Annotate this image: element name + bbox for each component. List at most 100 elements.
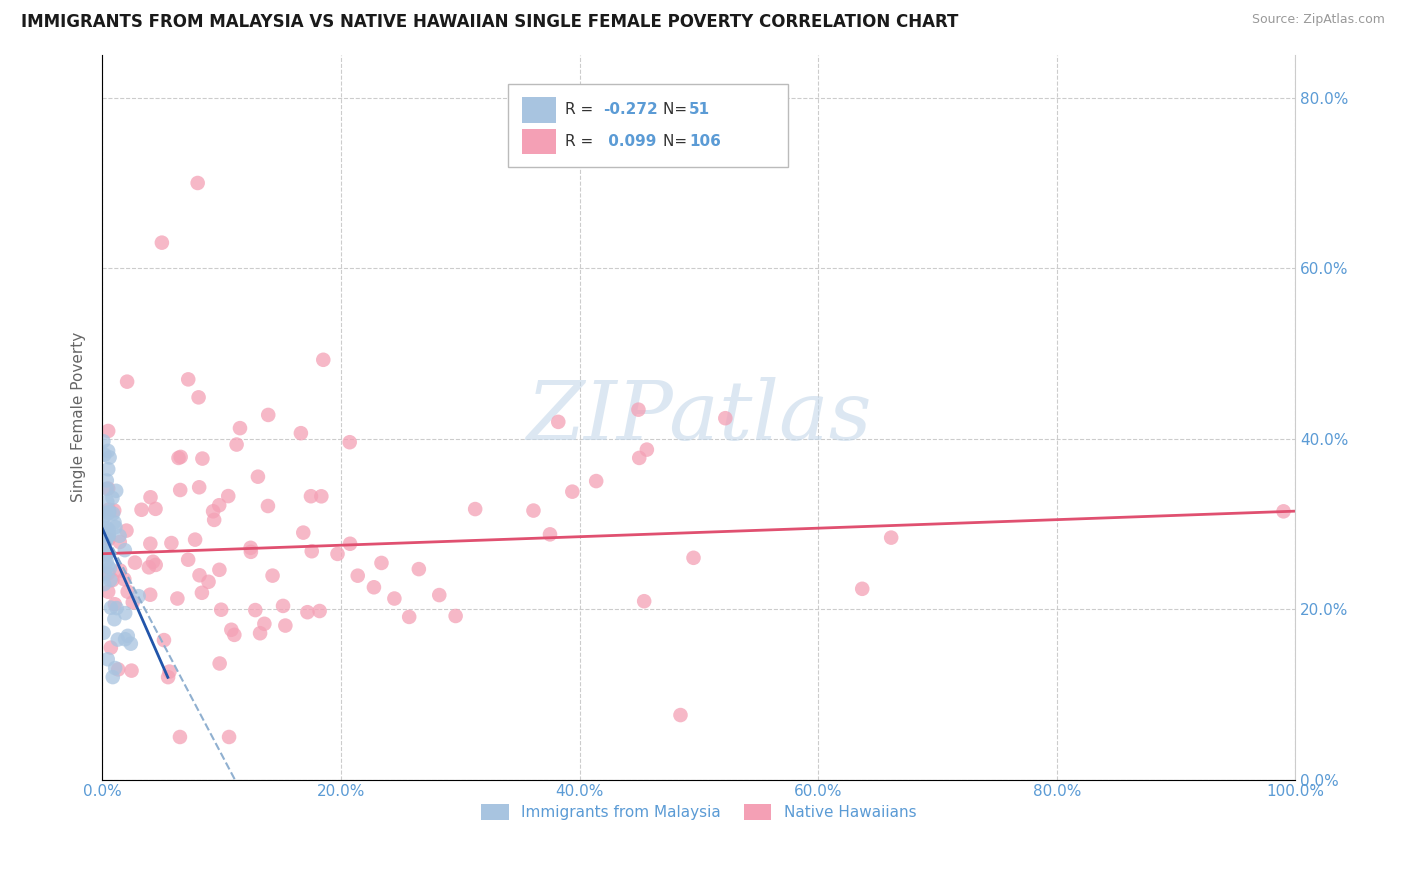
Point <box>308 604 330 618</box>
Point <box>101 491 124 505</box>
Point <box>197 574 219 589</box>
Point <box>121 664 143 678</box>
Point <box>97 462 120 476</box>
Point <box>138 560 160 574</box>
Point <box>326 547 349 561</box>
Point <box>98 573 121 587</box>
Text: IMMIGRANTS FROM MALAYSIA VS NATIVE HAWAIIAN SINGLE FEMALE POVERTY CORRELATION CH: IMMIGRANTS FROM MALAYSIA VS NATIVE HAWAI… <box>21 13 959 31</box>
Point <box>153 633 176 648</box>
Point <box>108 529 131 543</box>
Point <box>117 629 139 643</box>
Point <box>628 450 651 465</box>
Legend: Immigrants from Malaysia, Native Hawaiians: Immigrants from Malaysia, Native Hawaiia… <box>475 798 922 826</box>
Point <box>202 504 225 518</box>
Point <box>97 482 120 496</box>
Point <box>290 426 312 441</box>
Text: 0.099: 0.099 <box>603 134 657 149</box>
Point <box>98 505 121 519</box>
Point <box>94 543 117 558</box>
Point <box>547 415 569 429</box>
Point <box>221 623 243 637</box>
Point <box>107 662 129 676</box>
Point <box>96 474 118 488</box>
Point <box>103 612 125 626</box>
Point <box>93 625 115 640</box>
Point <box>209 603 232 617</box>
Point <box>191 586 214 600</box>
Point <box>169 483 191 497</box>
Point <box>97 584 120 599</box>
Point <box>714 411 737 425</box>
Point <box>208 657 231 671</box>
Point <box>145 558 167 572</box>
Point <box>229 421 252 435</box>
Point <box>97 533 120 547</box>
Point <box>93 448 115 462</box>
Point <box>444 609 467 624</box>
Point <box>101 507 124 521</box>
Point <box>627 402 650 417</box>
Point <box>177 372 200 386</box>
Point <box>93 520 115 534</box>
Text: ZIPatlas: ZIPatlas <box>526 377 872 458</box>
Point <box>312 352 335 367</box>
Point <box>97 652 120 666</box>
Point <box>188 480 211 494</box>
Point <box>103 516 125 530</box>
Point <box>97 523 120 537</box>
Point <box>128 589 150 603</box>
Point <box>217 489 239 503</box>
Point <box>169 450 191 464</box>
Point <box>339 435 361 450</box>
Point <box>669 708 692 723</box>
Point <box>257 408 280 422</box>
Point <box>114 543 136 558</box>
Point <box>139 537 162 551</box>
Point <box>139 588 162 602</box>
Text: R =: R = <box>565 103 599 118</box>
Point <box>311 489 333 503</box>
Point <box>274 618 297 632</box>
Point <box>370 556 392 570</box>
Point <box>96 548 118 562</box>
Point <box>271 599 294 613</box>
Point <box>245 603 267 617</box>
Point <box>218 730 240 744</box>
Point <box>120 637 142 651</box>
Point <box>112 572 135 586</box>
Point <box>464 502 486 516</box>
Point <box>159 665 181 679</box>
Point <box>94 507 117 521</box>
Point <box>142 555 165 569</box>
Text: 51: 51 <box>689 103 710 118</box>
Point <box>107 632 129 647</box>
Text: 106: 106 <box>689 134 721 149</box>
Point <box>880 531 903 545</box>
Point <box>184 533 207 547</box>
Point <box>246 469 269 483</box>
Point <box>139 490 162 504</box>
Point <box>93 528 115 542</box>
Text: R =: R = <box>565 134 599 149</box>
Point <box>96 520 118 534</box>
Point <box>157 670 180 684</box>
Point <box>224 628 246 642</box>
Point <box>100 600 122 615</box>
Point <box>131 502 153 516</box>
Point <box>633 594 655 608</box>
Point <box>384 591 406 606</box>
Point <box>636 442 658 457</box>
Point <box>93 434 115 449</box>
Point <box>239 541 262 555</box>
Point <box>538 527 561 541</box>
Point <box>115 375 138 389</box>
Point <box>1272 504 1295 518</box>
Point <box>167 450 190 465</box>
Point <box>103 503 125 517</box>
Point <box>98 561 121 575</box>
Text: N=: N= <box>664 134 692 149</box>
Point <box>145 501 167 516</box>
Bar <box>508 84 789 168</box>
Point <box>115 524 138 538</box>
Point <box>97 527 120 541</box>
